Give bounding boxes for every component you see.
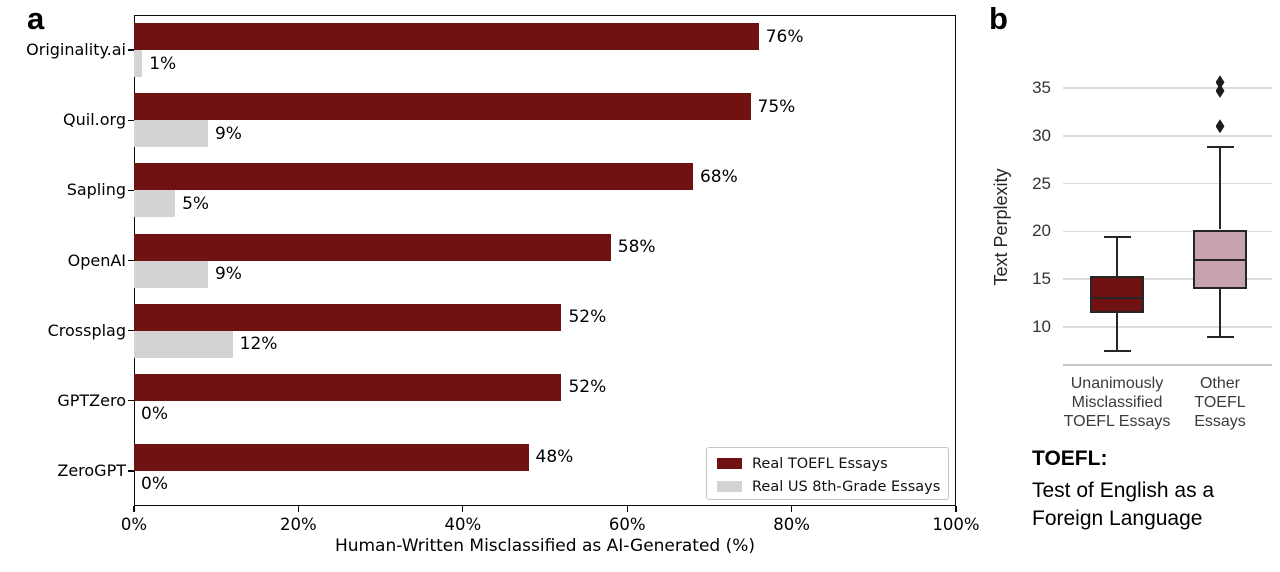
bar-value-label: 9% [214,123,242,144]
bar-toefl-0 [134,23,759,51]
whisker-cap-lower-0 [1103,349,1131,352]
whisker-cap-lower-1 [1206,335,1234,338]
x-tick-mark [133,506,135,512]
bar-chart-plot-area [134,15,956,506]
y-tick-mark [128,49,134,51]
bar-value-label: 0% [141,474,168,495]
whisker-lower-0 [1116,312,1118,351]
bar-us8th-4 [134,330,233,358]
y-tick-mark [128,329,134,332]
x-axis-line [1063,364,1272,366]
y-tick-mark [128,259,134,262]
x-tick-label: 20% [280,515,317,534]
x-tick-label: 0% [120,515,148,534]
panel-a-label: a [27,1,45,36]
gridline-35 [1063,87,1272,89]
footnote-title: TOEFL: [1032,447,1108,470]
y-tick-mark [128,400,134,402]
x-tick-label: 60% [608,515,646,534]
legend-item-real-toefl: Real TOEFL Essays [717,453,948,474]
bar-us8th-3 [134,260,208,288]
bar-us8th-0 [134,50,143,78]
whisker-lower-1 [1219,288,1221,337]
bar-toefl-5 [134,373,562,401]
x-tick-label: 80% [773,515,810,534]
bar-value-label: 58% [617,237,656,257]
whisker-upper-0 [1116,237,1118,277]
y-tick-label-zerogpt: ZeroGPT [57,460,126,480]
x-axis-label: Human-Written Misclassified as AI-Genera… [334,536,756,556]
y-tick-mark [128,119,134,121]
bar-value-label: 76% [765,26,804,47]
x-tick-mark [462,506,464,512]
bar-toefl-6 [134,443,529,471]
y-tick-label-10: 10 [1032,317,1051,337]
bar-toefl-1 [134,93,751,121]
x-tick-mark [626,506,628,512]
bar-value-label: 48% [535,447,574,468]
median-line-0 [1090,297,1144,300]
x-tick-mark [790,506,793,512]
x-tick-label: 40% [444,515,482,534]
gridline-25 [1063,182,1272,185]
panel-b-label: b [989,1,1008,36]
bar-toefl-2 [134,163,693,191]
footnote-text: Test of English as a Foreign Language [1032,479,1215,530]
y-tick-mark [128,189,134,192]
bar-value-label: 1% [149,53,177,74]
legend-swatch-us-8th-grade [717,481,742,492]
y-tick-label-15: 15 [1032,269,1051,289]
bar-value-label: 68% [699,166,738,187]
legend: Real TOEFL Essays Real US 8th-Grade Essa… [706,447,949,500]
gridline-15 [1063,278,1272,280]
outlier-diamond [1215,83,1225,98]
x-category-label-0: Unanimously Misclassified TOEFL Essays [1063,375,1171,430]
gridline-30 [1063,135,1272,137]
x-tick-label: 100% [932,515,980,534]
bar-toefl-3 [134,233,611,261]
bar-value-label: 52% [568,307,607,328]
y-tick-label-originality.ai: Originality.ai [26,40,126,60]
y-tick-label-openai: OpenAI [67,250,126,270]
y-tick-label-30: 30 [1032,125,1051,145]
y-tick-label-25: 25 [1032,173,1051,193]
y-tick-label-crossplag: Crossplag [47,320,126,340]
bar-value-label: 0% [141,404,168,425]
y-tick-label-quil.org: Quil.org [63,110,126,130]
outlier-diamond [1215,119,1225,134]
box-0 [1090,276,1144,313]
bar-value-label: 12% [239,334,278,355]
bar-value-label: 52% [568,377,607,398]
bar-us8th-2 [134,190,176,218]
y-tick-label-sapling: Sapling [66,180,126,200]
bar-toefl-4 [134,303,562,331]
median-line-1 [1193,259,1247,262]
gridline-20 [1063,230,1272,233]
y-tick-label-20: 20 [1032,221,1051,241]
y-tick-label-35: 35 [1032,78,1051,97]
legend-label-us-8th-grade: Real US 8th-Grade Essays [752,478,941,495]
x-category-label-1: Other TOEFL Essays [1194,375,1246,430]
legend-item-us-8th-grade: Real US 8th-Grade Essays [717,476,948,497]
bar-value-label: 9% [214,264,242,284]
panel-a: a Human-Written Misclassified as AI-Gene… [26,1,979,556]
whisker-cap-upper-0 [1103,236,1131,239]
legend-label-real-toefl: Real TOEFL Essays [752,455,888,472]
x-tick-mark [955,506,957,512]
y-tick-mark [128,470,134,472]
legend-swatch-real-toefl [717,458,742,469]
whisker-upper-1 [1219,147,1221,230]
bar-value-label: 75% [757,96,796,117]
x-tick-mark [297,506,300,512]
gridline-10 [1063,326,1272,328]
footnote: TOEFL: Test of English as a Foreign Lang… [1032,447,1214,533]
whisker-cap-upper-1 [1206,146,1234,149]
y-tick-label-gptzero: GPTZero [57,390,126,410]
bar-value-label: 5% [182,193,210,214]
panel-b: b Text Perplexity TOEFL: Test of English… [985,0,1280,572]
outlier-diamond [1215,75,1225,90]
bar-us8th-1 [134,120,208,148]
